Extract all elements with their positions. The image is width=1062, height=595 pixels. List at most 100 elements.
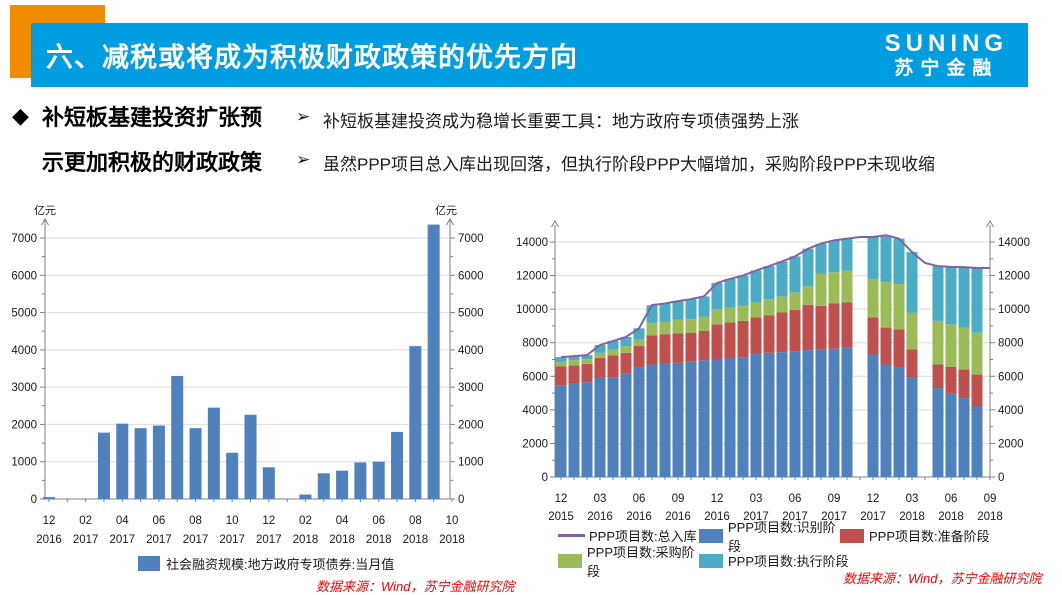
legend-line-swatch [558, 534, 585, 537]
svg-text:10000: 10000 [516, 304, 548, 316]
svg-text:06: 06 [633, 493, 646, 505]
svg-text:10: 10 [226, 515, 239, 527]
svg-text:12: 12 [555, 493, 568, 505]
svg-text:2017: 2017 [73, 534, 99, 546]
svg-text:06: 06 [945, 493, 958, 505]
legend-item-procurement: PPP项目数:采购阶段 [558, 542, 699, 580]
svg-text:14000: 14000 [998, 237, 1030, 249]
svg-text:03: 03 [906, 493, 919, 505]
svg-text:2018: 2018 [403, 534, 429, 546]
section-heading-line1: 补短板基建投资扩张预 [42, 105, 263, 130]
svg-text:2017: 2017 [743, 511, 769, 523]
svg-text:7000: 7000 [458, 233, 484, 245]
section-heading: 补短板基建投资扩张预 示更加积极的财政政策 [42, 95, 262, 185]
svg-text:12000: 12000 [998, 271, 1030, 283]
svg-text:2016: 2016 [704, 511, 730, 523]
svg-text:08: 08 [409, 515, 422, 527]
left-chart-legend: 社会融资规模:地方政府专项债券:当月值 [138, 554, 394, 573]
svg-text:2018: 2018 [366, 534, 392, 546]
svg-text:3000: 3000 [11, 382, 37, 394]
logo-chinese-name: 苏宁金融 [894, 58, 999, 79]
svg-text:2015: 2015 [548, 511, 574, 523]
legend-row-1: PPP项目数:总入库 PPP项目数:识别阶段 PPP项目数:准备阶段 [558, 520, 990, 554]
legend-swatch-blue [699, 528, 723, 543]
svg-text:06: 06 [789, 493, 802, 505]
page-title: 六、减税或将成为积极财政政策的优先方向 [46, 42, 578, 73]
svg-text:2017: 2017 [183, 534, 209, 546]
legend-item-total: PPP项目数:总入库 [558, 526, 699, 545]
legend-label: PPP项目数:采购阶段 [587, 544, 695, 579]
svg-text:2000: 2000 [11, 419, 37, 431]
svg-text:5000: 5000 [458, 308, 484, 320]
arrow-bullet-icon: ➢ [296, 107, 311, 126]
svg-text:12: 12 [711, 493, 724, 505]
svg-text:12: 12 [262, 515, 275, 527]
svg-text:4000: 4000 [522, 405, 548, 417]
svg-text:10000: 10000 [998, 304, 1030, 316]
svg-text:08: 08 [189, 515, 202, 527]
data-source-left: 数据来源：Wind，苏宁金融研究院 [316, 579, 515, 594]
svg-text:6000: 6000 [11, 270, 37, 282]
special-bond-bar-chart: 0 0 1000 1000 2000 2000 3000 3000 4000 4000 5000 50… [11, 204, 484, 546]
svg-text:06: 06 [372, 515, 385, 527]
legend-swatch-cyan [699, 553, 723, 568]
diamond-bullet-icon: ◆ [12, 103, 29, 128]
svg-text:02: 02 [79, 515, 92, 527]
section-heading-line2: 示更加积极的财政政策 [42, 150, 263, 175]
bullet-item-2: 虽然PPP项目总入库出现回落，但执行阶段PPP大幅增加，采购阶段PPP未现收缩 [323, 155, 936, 174]
svg-text:2018: 2018 [439, 534, 465, 546]
svg-text:2018: 2018 [899, 511, 925, 523]
svg-text:2017: 2017 [219, 534, 245, 546]
bullet-item-1: 补短板基建投资成为稳增长重要工具：地方政府专项债强势上涨 [323, 112, 799, 131]
svg-text:2016: 2016 [36, 534, 62, 546]
svg-text:2000: 2000 [998, 438, 1024, 450]
svg-text:2018: 2018 [977, 511, 1003, 523]
svg-text:8000: 8000 [998, 338, 1024, 350]
legend-row-2: PPP项目数:采购阶段 PPP项目数:执行阶段 [558, 545, 990, 579]
svg-text:2017: 2017 [782, 511, 808, 523]
svg-text:02: 02 [299, 515, 312, 527]
svg-text:12: 12 [867, 493, 880, 505]
legend-label: 社会融资规模:地方政府专项债券:当月值 [166, 557, 395, 572]
svg-text:2017: 2017 [860, 511, 886, 523]
svg-text:14000: 14000 [516, 237, 548, 249]
svg-text:2017: 2017 [109, 534, 135, 546]
arrow-bullet-icon: ➢ [296, 150, 311, 169]
legend-swatch-blue [138, 556, 160, 571]
svg-text:06: 06 [153, 515, 166, 527]
svg-text:2017: 2017 [146, 534, 172, 546]
legend-swatch-red [840, 528, 864, 543]
legend-swatch-green [558, 553, 582, 568]
svg-text:12000: 12000 [516, 271, 548, 283]
svg-text:03: 03 [750, 493, 763, 505]
data-source-right: 数据来源：Wind，苏宁金融研究院 [843, 571, 1042, 586]
logo-wordmark: SUNING [884, 30, 1008, 57]
legend-item-execution: PPP项目数:执行阶段 [699, 551, 849, 570]
svg-text:5000: 5000 [11, 308, 37, 320]
svg-text:1000: 1000 [11, 457, 37, 469]
legend-label: PPP项目数:识别阶段 [728, 519, 836, 554]
svg-text:6000: 6000 [998, 371, 1024, 383]
svg-text:2016: 2016 [665, 511, 691, 523]
svg-text:09: 09 [828, 493, 841, 505]
svg-text:2018: 2018 [293, 534, 319, 546]
svg-text:12: 12 [43, 515, 56, 527]
svg-text:亿元: 亿元 [34, 204, 56, 217]
svg-text:09: 09 [984, 493, 997, 505]
legend-label: PPP项目数:总入库 [589, 529, 697, 544]
legend-label: PPP项目数:执行阶段 [728, 554, 849, 569]
svg-text:1000: 1000 [458, 457, 484, 469]
legend-item-identification: PPP项目数:识别阶段 [699, 517, 840, 555]
svg-text:0: 0 [458, 494, 464, 506]
ppp-stacked-bar-chart: 0 0 2000 2000 4000 4000 6000 6000 8000 8000 10000 1… [516, 220, 1030, 523]
svg-text:4000: 4000 [998, 405, 1024, 417]
svg-text:4000: 4000 [458, 345, 484, 357]
svg-text:6000: 6000 [522, 371, 548, 383]
legend-item-preparation: PPP项目数:准备阶段 [840, 526, 990, 545]
svg-text:10: 10 [446, 515, 459, 527]
svg-text:2018: 2018 [938, 511, 964, 523]
svg-text:6000: 6000 [458, 270, 484, 282]
svg-text:09: 09 [672, 493, 685, 505]
right-chart-legend: PPP项目数:总入库 PPP项目数:识别阶段 PPP项目数:准备阶段 PPP项目… [558, 520, 990, 579]
